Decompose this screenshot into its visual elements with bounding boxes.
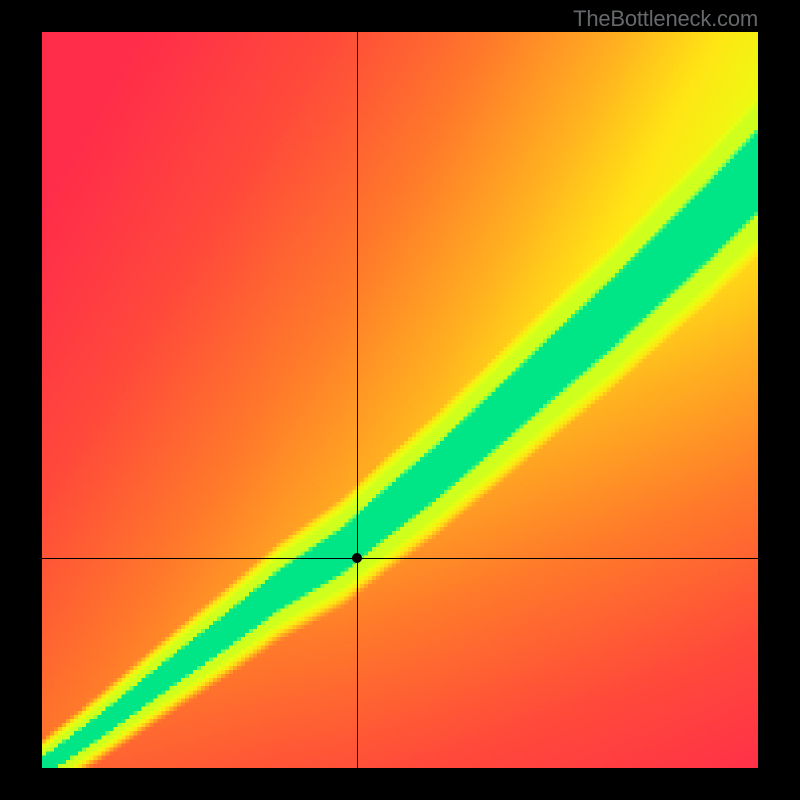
crosshair-horizontal	[42, 558, 758, 559]
heatmap-canvas	[42, 32, 758, 768]
plot-area	[42, 32, 758, 768]
watermark-text: TheBottleneck.com	[573, 6, 758, 32]
crosshair-vertical	[357, 32, 358, 768]
frame: { "canvas": { "width": 800, "height": 80…	[0, 0, 800, 800]
bottleneck-point	[352, 553, 362, 563]
